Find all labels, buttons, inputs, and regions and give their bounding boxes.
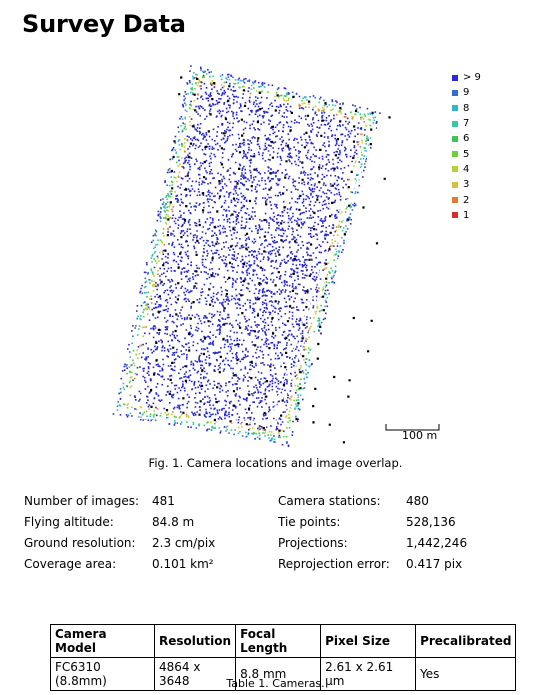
stat-value: 84.8 m [152, 515, 195, 529]
overlap-map [0, 56, 551, 451]
stat-label: Projections: [278, 536, 348, 550]
legend-item: 8 [452, 101, 481, 116]
legend-swatch [452, 105, 458, 112]
column-header: Pixel Size [320, 624, 417, 658]
legend-swatch [452, 74, 458, 81]
legend-label: 6 [463, 133, 470, 145]
legend-swatch [452, 135, 458, 142]
stat-label: Ground resolution: [24, 536, 136, 550]
stat-label: Flying altitude: [24, 515, 114, 529]
stat-value: 528,136 [406, 515, 456, 529]
stat-value: 2.3 cm/pix [152, 536, 216, 550]
stat-coverage-area: Coverage area: 0.101 km² [24, 557, 214, 571]
stat-reprojection-error: Reprojection error: 0.417 pix [278, 557, 462, 571]
legend-swatch [452, 197, 458, 204]
overlap-points [112, 65, 381, 448]
scale-bar [385, 424, 440, 431]
column-header: Precalibrated [415, 624, 517, 658]
legend-item: 6 [452, 131, 481, 146]
legend-label: 8 [463, 102, 470, 114]
legend-swatch [452, 166, 458, 173]
stat-label: Number of images: [24, 494, 140, 508]
stat-label: Coverage area: [24, 557, 117, 571]
legend-label: 1 [463, 209, 470, 221]
legend-item: 5 [452, 146, 481, 161]
road-lines [129, 125, 377, 437]
legend-swatch [452, 89, 458, 96]
table-cell: FC6310 (8.8mm) [50, 657, 155, 691]
legend-item: 3 [452, 177, 481, 192]
overlap-map-canvas [112, 65, 440, 448]
legend-label: 5 [463, 148, 470, 160]
stat-value: 0.417 pix [406, 557, 463, 571]
legend-label: 2 [463, 194, 470, 206]
stat-value: 480 [406, 494, 429, 508]
legend-label: 7 [463, 118, 470, 130]
table-cell: 8.8 mm [235, 657, 322, 691]
legend-item: > 9 [452, 70, 481, 85]
legend-label: 4 [463, 163, 470, 175]
stat-label: Camera stations: [278, 494, 381, 508]
table-cell: Yes [415, 657, 517, 691]
stat-camera-stations: Camera stations: 480 [278, 494, 429, 508]
legend-label: 9 [463, 87, 470, 99]
stat-value: 481 [152, 494, 175, 508]
overlap-legend: > 9 9 8 7 6 5 4 3 2 1 [452, 70, 481, 223]
legend-label: > 9 [463, 72, 481, 84]
stat-label: Tie points: [278, 515, 341, 529]
stat-value: 0.101 km² [152, 557, 214, 571]
stat-number-of-images: Number of images: 481 [24, 494, 175, 508]
stat-ground-resolution: Ground resolution: 2.3 cm/pix [24, 536, 215, 550]
legend-swatch [452, 181, 458, 188]
column-header: Camera Model [50, 624, 155, 658]
legend-item: 7 [452, 116, 481, 131]
stat-value: 1,442,246 [406, 536, 468, 550]
camera-station-dots [150, 76, 391, 444]
legend-swatch [452, 120, 458, 127]
legend-item: 4 [452, 162, 481, 177]
legend-item: 2 [452, 192, 481, 207]
figure-caption: Fig. 1. Camera locations and image overl… [148, 456, 403, 470]
legend-item: 9 [452, 85, 481, 100]
legend-label: 3 [463, 179, 470, 191]
column-header: Focal Length [235, 624, 322, 658]
legend-swatch [452, 151, 458, 158]
stat-label: Reprojection error: [278, 557, 390, 571]
table-cell: 4864 x 3648 [153, 657, 237, 691]
stat-projections: Projections: 1,442,246 [278, 536, 467, 550]
stat-flying-altitude: Flying altitude: 84.8 m [24, 515, 194, 529]
stat-tie-points: Tie points: 528,136 [278, 515, 456, 529]
scale-bar-label: 100 m [402, 429, 438, 442]
table-header-row: Camera Model Resolution Focal Length Pix… [50, 624, 517, 658]
table-row: FC6310 (8.8mm) 4864 x 3648 8.8 mm 2.61 x… [50, 657, 517, 691]
table-caption: Table 1. Cameras. [226, 677, 325, 690]
legend-swatch [452, 212, 458, 219]
cameras-table: Camera Model Resolution Focal Length Pix… [50, 624, 517, 691]
page-title: Survey Data [22, 10, 186, 38]
column-header: Resolution [153, 624, 237, 658]
dense-overlap-region [119, 67, 378, 443]
legend-item: 1 [452, 208, 481, 223]
